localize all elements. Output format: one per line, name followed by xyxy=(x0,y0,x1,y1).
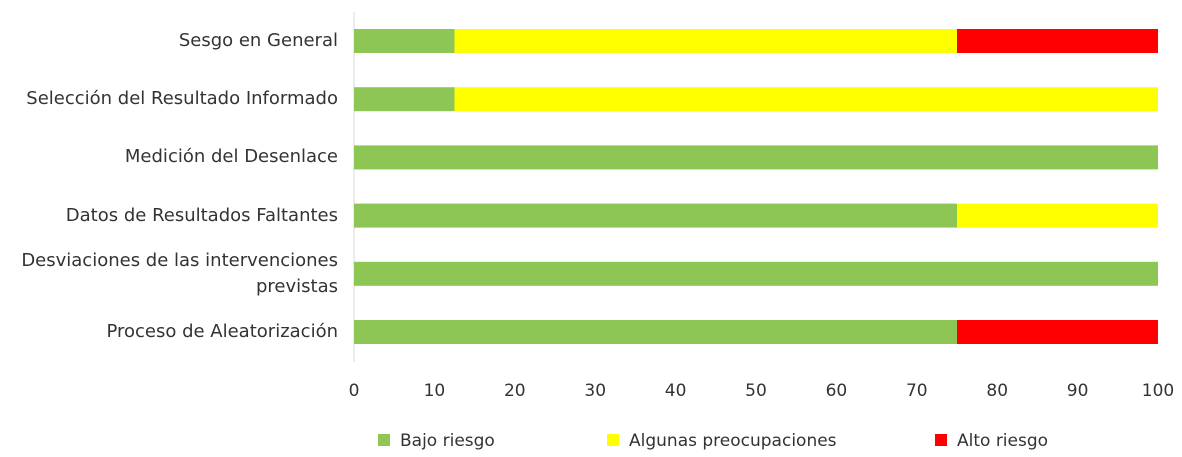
bar-segment xyxy=(454,29,957,53)
bar-segment xyxy=(354,29,455,53)
legend-label: Algunas preocupaciones xyxy=(629,431,837,451)
x-tick-label: 50 xyxy=(745,381,767,401)
x-tick-label: 90 xyxy=(1067,381,1089,401)
y-tick-label: Proceso de Aleatorización xyxy=(106,321,338,342)
bar-segment xyxy=(354,87,455,112)
legend-swatch xyxy=(935,434,947,446)
bar-segment xyxy=(354,261,1158,286)
legend-swatch xyxy=(607,434,619,446)
x-tick-label: 0 xyxy=(349,381,360,401)
x-tick-label: 20 xyxy=(504,381,526,401)
x-tick-label: 40 xyxy=(665,381,687,401)
x-tick-label: 80 xyxy=(986,381,1008,401)
legend-label: Alto riesgo xyxy=(957,431,1048,451)
x-tick-label: 100 xyxy=(1142,381,1174,401)
y-tick-label: Selección del Resultado Informado xyxy=(26,88,338,110)
y-tick-label: Desviaciones de las intervenciones previ… xyxy=(21,249,338,297)
bar-segment xyxy=(957,29,1158,53)
bar-segment xyxy=(454,87,1158,112)
x-tick-label: 60 xyxy=(826,381,848,401)
y-tick-label: Datos de Resultados Faltantes xyxy=(65,204,338,226)
bar-segment xyxy=(354,145,1158,170)
bar-segment xyxy=(957,320,1158,344)
x-tick-label: 30 xyxy=(584,381,606,401)
bar-segment xyxy=(957,203,1158,228)
bar-segment xyxy=(354,203,957,228)
legend-label: Bajo riesgo xyxy=(400,431,495,451)
x-tick-label: 10 xyxy=(424,381,446,401)
x-tick-label: 70 xyxy=(906,381,928,401)
y-tick-label: Medición del Desenlace xyxy=(124,146,338,168)
legend-swatch xyxy=(378,434,390,446)
y-tick-label: Sesgo en General xyxy=(178,30,338,51)
bar-segment xyxy=(354,320,957,344)
